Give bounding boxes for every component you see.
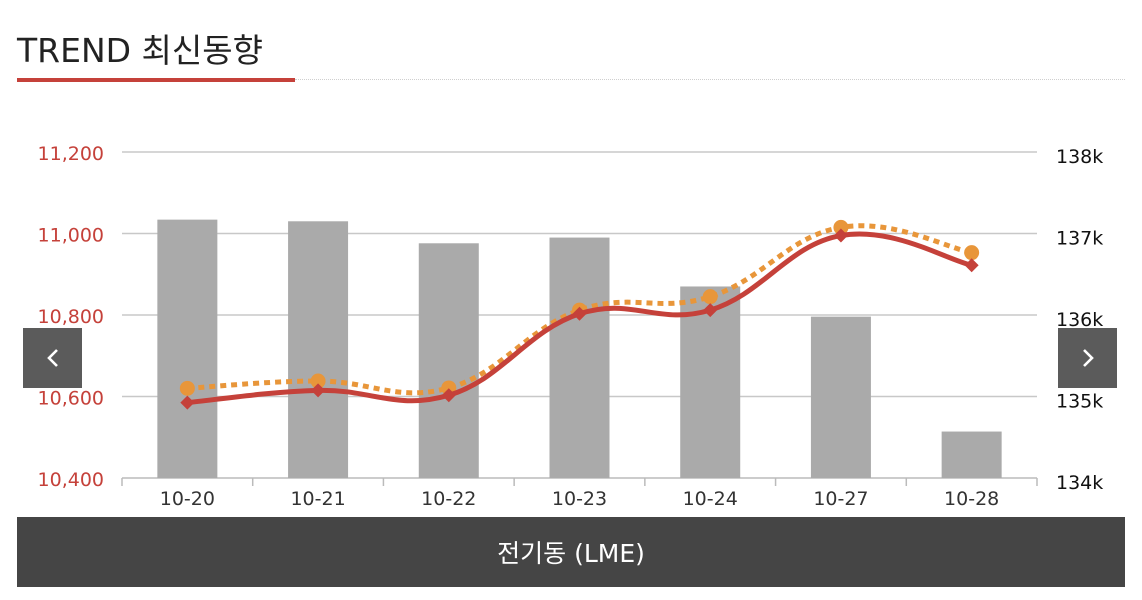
caption-label: 전기동 (LME) — [497, 539, 645, 568]
title-underline — [17, 78, 295, 82]
solid-series-point-10-24 — [703, 303, 718, 318]
page-title: TREND 최신동향 — [17, 31, 263, 70]
left-tick-label: 10,600 — [38, 388, 104, 410]
next-button[interactable] — [1058, 328, 1117, 388]
chevron-left-icon — [46, 349, 58, 367]
dotted-series-point-10-21 — [310, 373, 326, 389]
left-tick-label: 11,000 — [38, 225, 104, 247]
dotted-series-point-10-20 — [179, 380, 195, 396]
bar-10-21 — [288, 221, 349, 478]
x-tick-label: 10-20 — [160, 488, 215, 510]
chart-caption: 전기동 (LME) — [17, 517, 1125, 587]
bar-10-20 — [157, 219, 218, 478]
bar-10-27 — [810, 316, 871, 478]
solid-series-point-10-27 — [833, 228, 848, 243]
section-header: TREND 최신동향 — [17, 20, 1125, 82]
left-tick-label: 10,800 — [38, 306, 104, 328]
left-tick-label: 11,200 — [38, 143, 104, 165]
bar-10-23 — [549, 237, 610, 478]
right-tick-label: 136k — [1056, 309, 1103, 331]
bar-10-24 — [680, 286, 741, 478]
x-tick-label: 10-24 — [683, 488, 738, 510]
solid-series-point-10-28 — [964, 258, 979, 273]
bar-10-28 — [941, 431, 1002, 478]
trend-chart: 11,200 138k 11,000 137k 10,800 136k 10,600 135k… — [38, 143, 1104, 510]
solid-series-point-10-21 — [311, 383, 326, 398]
x-tick-label: 10-28 — [944, 488, 999, 510]
x-tick-label: 10-23 — [552, 488, 607, 510]
right-tick-label: 138k — [1056, 146, 1103, 168]
dotted-series-point-10-28 — [964, 245, 980, 261]
x-tick-label: 10-22 — [421, 488, 476, 510]
right-tick-label: 135k — [1056, 391, 1103, 413]
dotted-series-point-10-27 — [833, 219, 849, 235]
header-divider — [295, 79, 1125, 80]
dotted-series-point-10-24 — [702, 289, 718, 305]
prev-button[interactable] — [23, 328, 82, 388]
bar-10-22 — [418, 243, 479, 478]
right-tick-label: 134k — [1056, 472, 1103, 494]
chevron-right-icon — [1082, 349, 1094, 367]
solid-series-point-10-20 — [180, 395, 195, 410]
x-tick-label: 10-27 — [813, 488, 868, 510]
solid-series-point-10-22 — [441, 388, 456, 403]
solid-series-point-10-23 — [572, 306, 587, 321]
x-tick-label: 10-21 — [290, 488, 345, 510]
left-tick-label: 10,400 — [38, 469, 104, 491]
right-tick-label: 137k — [1056, 228, 1103, 250]
